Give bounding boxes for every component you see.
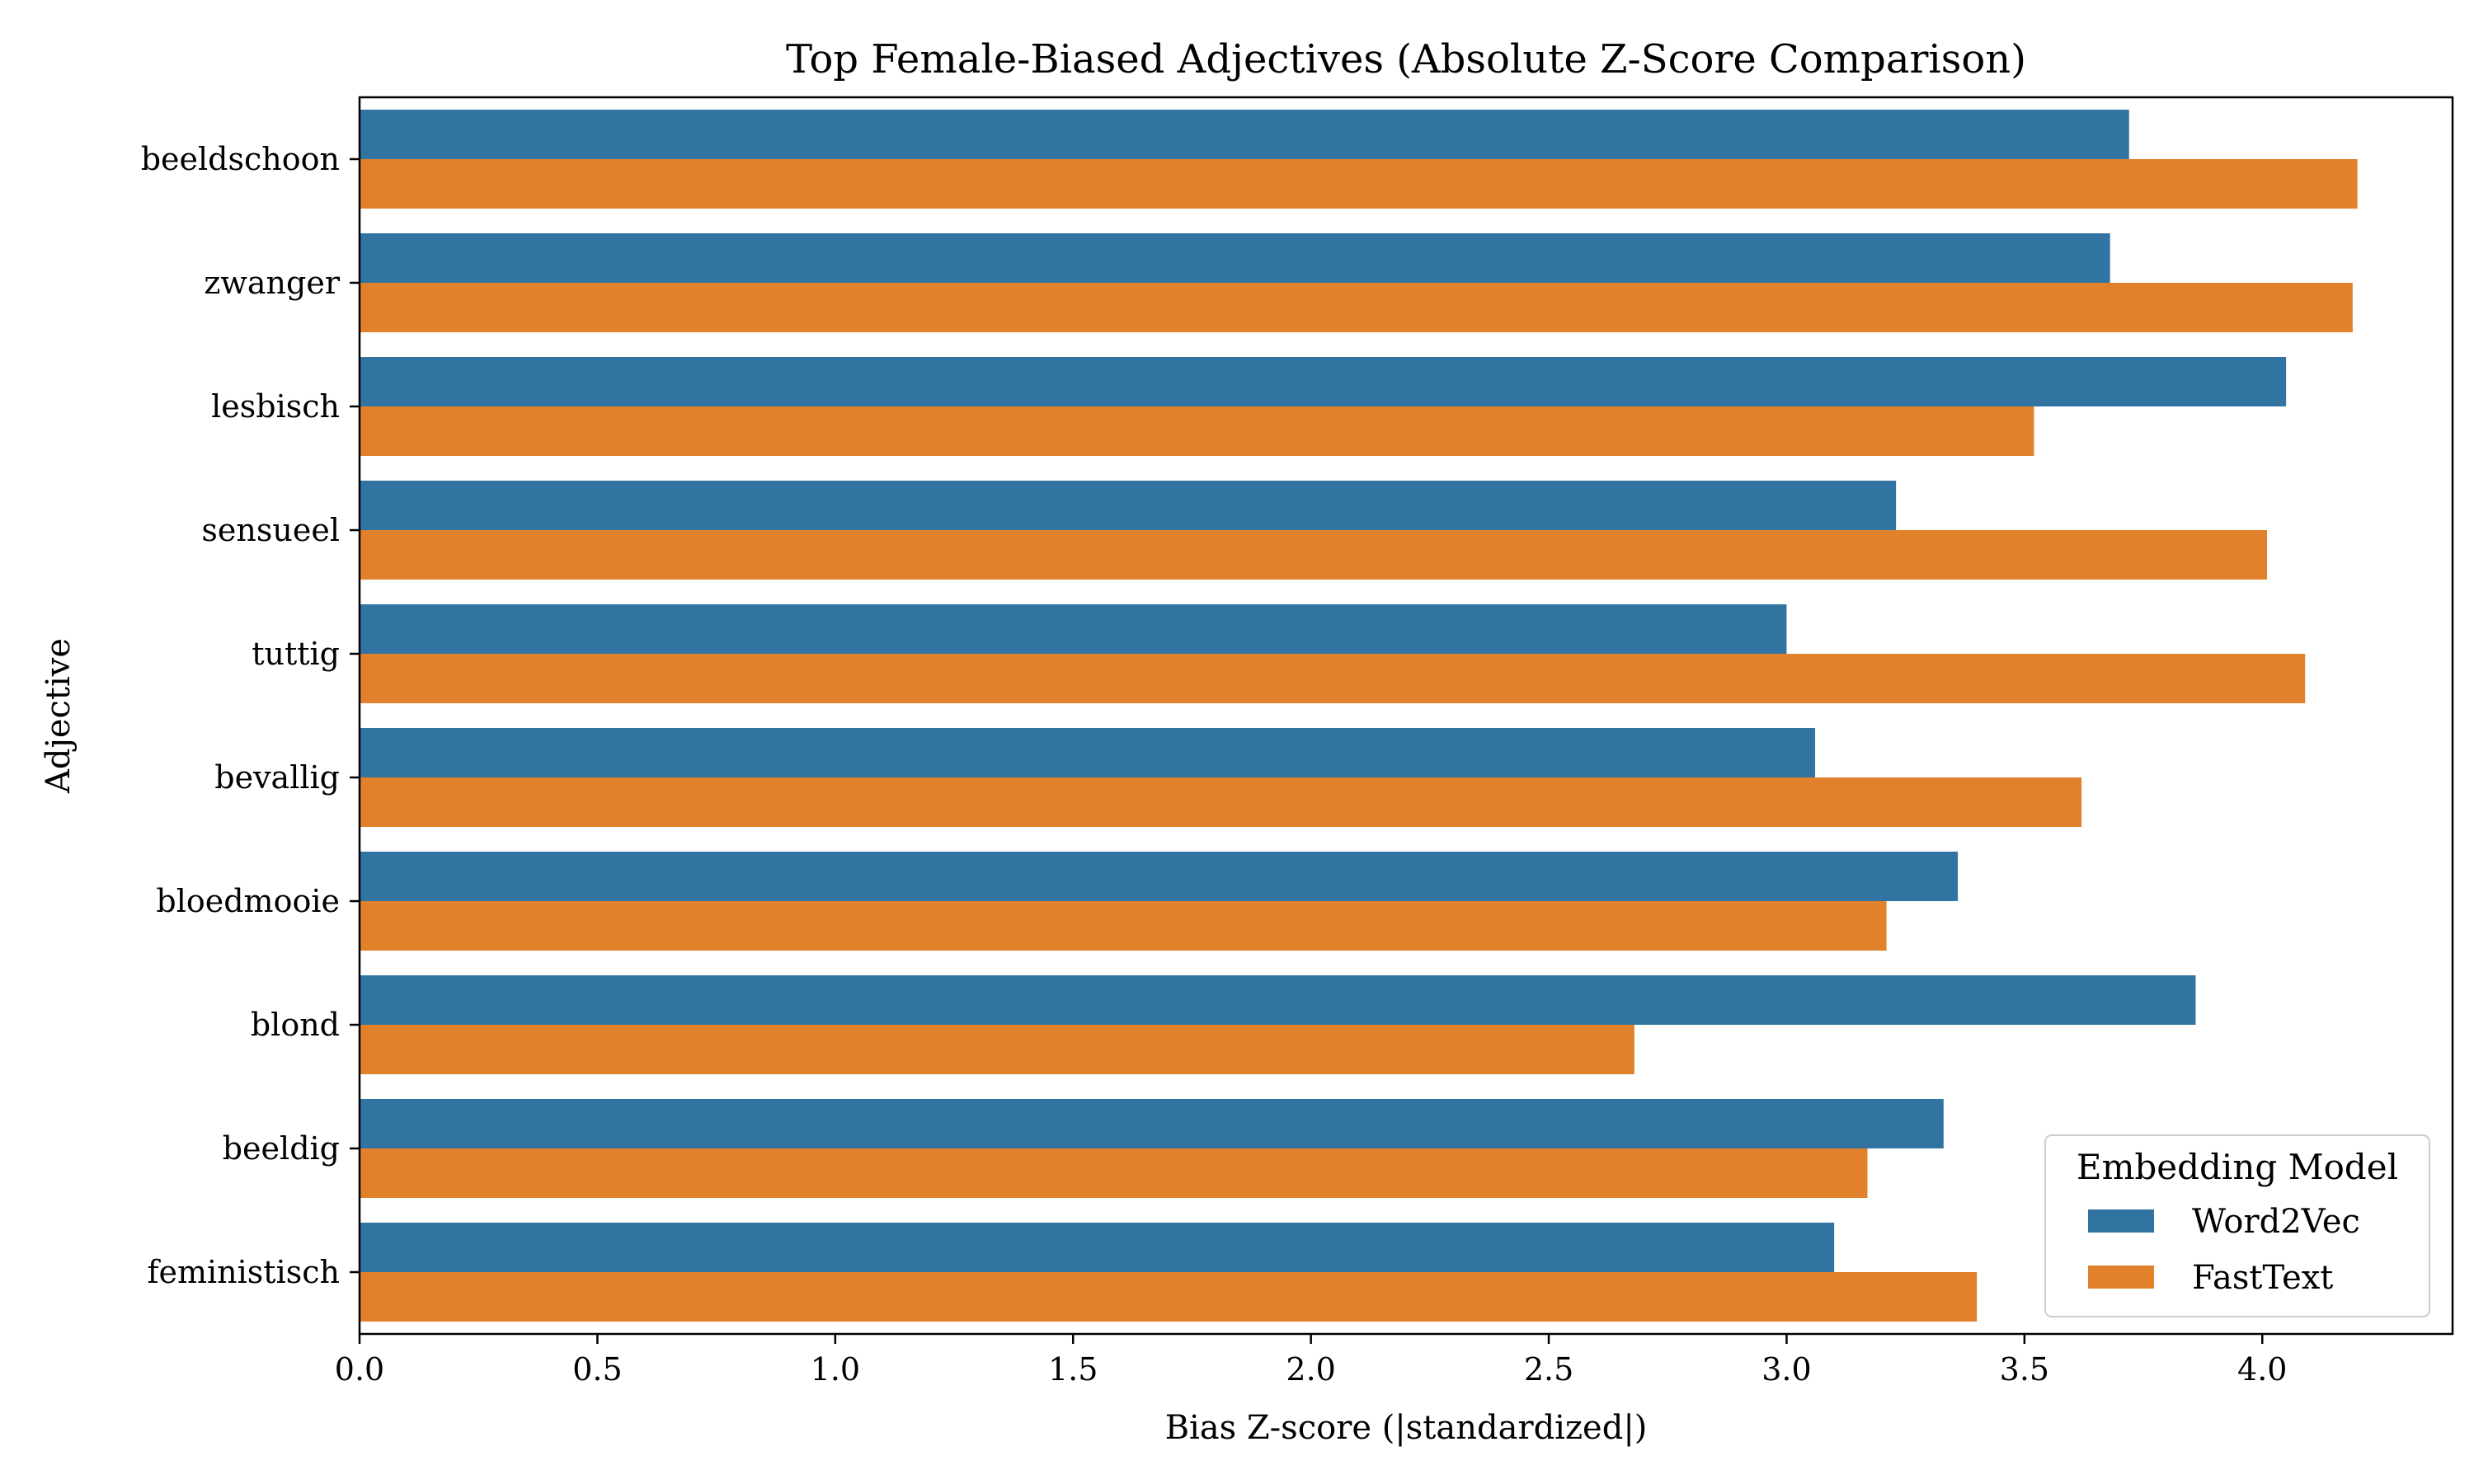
x-axis-label: Bias Z-score (|standardized|) [1165,1409,1648,1447]
y-tick-label: feministisch [147,1254,340,1290]
y-tick-label: sensueel [201,512,340,548]
bar-word2vec-bloedmooie [360,852,1959,901]
bar-fasttext-feministisch [360,1272,1978,1322]
y-tick-label: bevallig [214,759,340,796]
bar-fasttext-beeldig [360,1148,1868,1198]
bar-word2vec-sensueel [360,481,1897,530]
y-axis-label: Adjective [40,638,78,794]
bar-word2vec-bevallig [360,728,1816,777]
chart-title: Top Female-Biased Adjectives (Absolute Z… [786,36,2026,82]
x-tick-label: 0.5 [572,1351,622,1388]
y-tick-label: lesbisch [211,388,340,425]
legend-swatch-word2vec [2088,1209,2154,1233]
legend-swatch-fasttext [2088,1266,2154,1289]
legend-title: Embedding Model [2077,1147,2398,1187]
legend-label-word2vec: Word2Vec [2192,1203,2360,1241]
legend: Embedding Model Word2Vec FastText [2044,1134,2430,1317]
bar-fasttext-bevallig [360,777,2082,827]
bar-word2vec-beeldig [360,1099,1944,1148]
y-tick-label: bloedmooie [156,883,340,919]
y-tick-label: zwanger [204,265,340,301]
x-tick-label: 2.0 [1286,1351,1335,1388]
legend-label-fasttext: FastText [2192,1259,2333,1297]
x-tick-label: 3.5 [2000,1351,2049,1388]
y-tick-label: tuttig [252,636,340,672]
bar-word2vec-tuttig [360,604,1787,654]
bar-fasttext-blond [360,1025,1634,1074]
y-tick-label: beeldschoon [141,141,340,177]
plot-frame [358,96,2454,1336]
x-tick-label: 1.5 [1048,1351,1098,1388]
y-tick-label: blond [251,1007,340,1043]
bar-fasttext-zwanger [360,283,2353,332]
bar-word2vec-zwanger [360,233,2110,283]
bar-word2vec-beeldschoon [360,110,2129,159]
x-tick-label: 4.0 [2237,1351,2287,1388]
x-tick-label: 2.5 [1524,1351,1573,1388]
bar-word2vec-blond [360,975,2196,1025]
bar-fasttext-beeldschoon [360,159,2358,209]
x-tick-label: 1.0 [811,1351,860,1388]
x-axis: 0.0 0.5 1.0 1.5 2.0 2.5 3.0 3.5 4.0 [335,1334,2287,1388]
bar-word2vec-lesbisch [360,357,2287,406]
y-tick-label: beeldig [223,1130,340,1167]
x-tick-label: 3.0 [1761,1351,1811,1388]
bar-fasttext-tuttig [360,654,2306,703]
bar-fasttext-bloedmooie [360,901,1887,951]
bar-fasttext-sensueel [360,530,2268,580]
x-tick-label: 0.0 [335,1351,384,1388]
bar-fasttext-lesbisch [360,406,2034,456]
bar-word2vec-feministisch [360,1223,1835,1272]
y-axis: beeldschoon zwanger lesbisch sensueel tuttig… [141,141,360,1290]
bars-group [360,110,2358,1322]
